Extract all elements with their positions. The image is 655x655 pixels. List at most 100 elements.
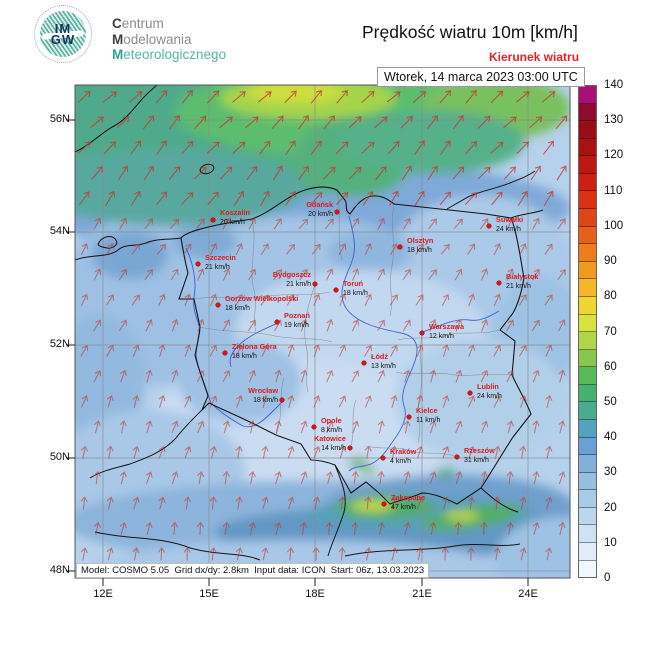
wind-arrow-icon (442, 445, 450, 459)
wind-arrow-icon (545, 496, 553, 510)
lon-label: 21E (412, 588, 432, 600)
wind-arrow-icon (313, 395, 321, 408)
wind-arrow-icon (158, 394, 166, 408)
city-wind-speed: 24 km/h (477, 393, 502, 400)
city-label: Opole (321, 416, 342, 425)
wind-arrow-icon (467, 496, 475, 510)
wind-arrow-icon (364, 395, 372, 408)
wind-arrow-icon (310, 191, 323, 206)
wind-arrow-icon (543, 190, 554, 206)
colorbar-tick-label: 120 (604, 149, 624, 162)
wind-arrow-icon (490, 90, 504, 104)
wind-arrow-icon (364, 547, 372, 561)
wind-arrow-icon (352, 420, 360, 434)
wind-arrow-icon (168, 166, 181, 180)
wind-arrow-icon (286, 294, 295, 306)
org-line-1: Centrum (112, 16, 164, 31)
wind-arrow-icon (248, 268, 256, 281)
city-label: Kielce (416, 406, 438, 415)
wind-arrow-icon (130, 140, 141, 155)
axis-ticks (66, 119, 529, 586)
wind-arrow-icon (260, 190, 270, 207)
wind-arrow-icon (102, 91, 118, 103)
lat-label: 50N (49, 451, 70, 463)
wind-arrow-icon (402, 268, 411, 281)
wind-arrow-icon (531, 268, 540, 281)
wind-arrow-icon (144, 269, 153, 281)
wind-arrow-icon (442, 496, 450, 510)
wind-arrow-icon (171, 420, 179, 434)
wind-arrow-icon (77, 90, 91, 104)
wind-arrow-icon (223, 420, 231, 434)
colorbar-tick-label: 130 (604, 114, 624, 127)
colorbar-segment (579, 560, 596, 578)
wind-arrow-icon (132, 394, 140, 409)
wind-arrow-icon (118, 268, 127, 281)
city-dot (222, 350, 228, 356)
wind-arrow-icon (298, 218, 309, 230)
wind-arrow-icon (158, 344, 166, 358)
wind-arrow-icon (351, 470, 359, 485)
wind-arrow-icon (274, 420, 282, 434)
wind-arrow-icon (529, 116, 543, 129)
colorbar-segment (579, 86, 596, 104)
wind-arrow-icon (300, 369, 308, 383)
colorbar-tick-label: 0 (604, 572, 611, 584)
wind-arrow-icon (197, 318, 205, 332)
city-wind-speed: 21 km/h (506, 283, 531, 290)
wind-arrow-icon (531, 319, 540, 332)
wind-arrow-icon (468, 445, 476, 459)
wind-arrow-icon (222, 521, 230, 536)
colorbar-segment (579, 138, 596, 157)
colorbar-segment (579, 384, 596, 403)
wind-arrow-icon (170, 268, 179, 281)
city-label: Poznań (284, 311, 310, 320)
wind-arrow-icon (467, 547, 475, 561)
wind-arrow-icon (156, 140, 167, 155)
wind-arrow-icon (143, 165, 154, 181)
wind-arrow-icon (261, 445, 269, 459)
city-label: Gorzów Wielkopolski (225, 294, 298, 303)
wind-arrow-icon (287, 394, 295, 408)
wind-arrow-icon (170, 521, 179, 536)
wind-arrow-icon (274, 369, 282, 383)
wind-arrow-icon (219, 116, 233, 129)
city-label: Toruń (343, 279, 363, 288)
wind-arrow-icon (452, 166, 465, 180)
wind-arrow-icon (247, 319, 256, 332)
wind-arrow-icon (361, 90, 375, 103)
wind-arrow-icon (119, 319, 127, 332)
wind-arrow-icon (545, 547, 553, 561)
wind-arrow-icon (493, 445, 501, 459)
city-dot (380, 455, 386, 461)
wind-arrow-icon (222, 268, 231, 281)
wind-arrow-icon (532, 521, 540, 535)
city-dot (311, 424, 317, 430)
wind-arrow-icon (480, 370, 489, 383)
wind-arrow-icon (235, 242, 243, 256)
wind-arrow-icon (209, 344, 218, 357)
wind-arrow-icon (377, 420, 385, 434)
wind-arrow-icon (80, 547, 88, 561)
wind-arrow-icon (402, 319, 411, 332)
wind-arrow-icon (222, 319, 231, 332)
wind-arrow-icon (532, 217, 540, 230)
wind-arrow-icon (272, 165, 283, 181)
city-dot (381, 501, 387, 507)
wind-arrow-icon (209, 496, 217, 510)
wind-arrow-icon (364, 344, 372, 357)
lat-label: 52N (49, 338, 70, 350)
city-dot (496, 280, 502, 286)
wind-arrow-icon (93, 217, 102, 230)
wind-arrow-icon (299, 268, 308, 281)
wind-arrow-icon (131, 243, 140, 255)
wind-arrow-icon (389, 294, 398, 306)
city-dot (312, 281, 318, 287)
org-line-3: Meteorologicznego (112, 47, 227, 62)
wind-arrow-icon (106, 547, 114, 561)
wind-arrow-icon (493, 242, 501, 256)
wind-arrow-icon (207, 191, 219, 206)
wind-arrow-icon (93, 370, 102, 383)
wind-arrow-icon (530, 165, 541, 181)
wind-arrow-icon (171, 318, 179, 332)
